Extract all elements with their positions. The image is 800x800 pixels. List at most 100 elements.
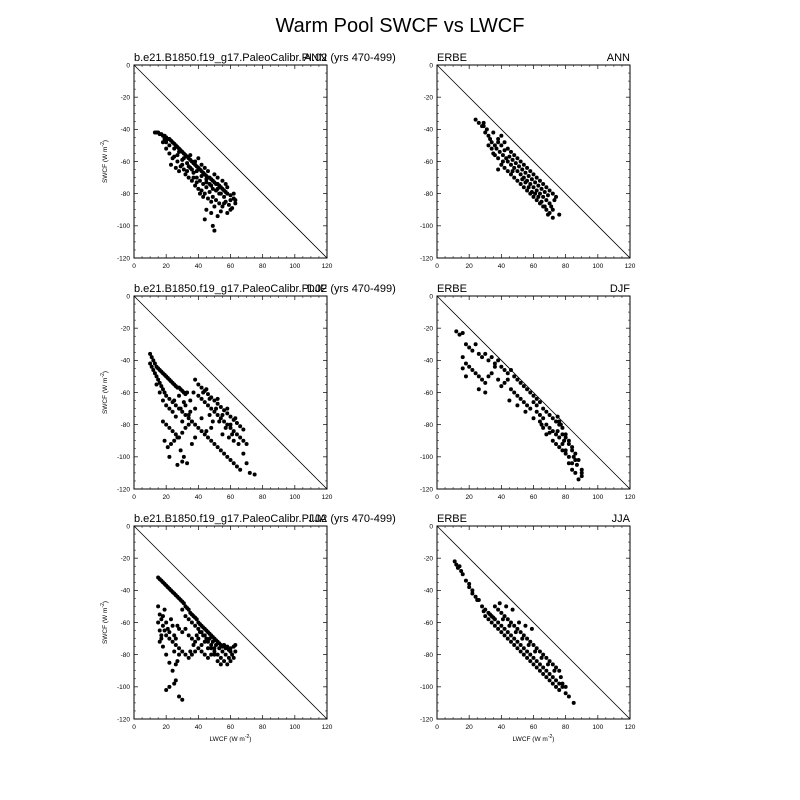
- data-point: [521, 384, 526, 389]
- data-point: [222, 194, 227, 199]
- panel-season-label: DJF: [610, 283, 630, 295]
- data-point: [526, 173, 531, 178]
- data-point: [460, 355, 465, 360]
- data-point: [199, 188, 204, 193]
- data-point: [194, 169, 199, 174]
- data-point: [476, 351, 481, 356]
- data-point: [177, 149, 182, 154]
- data-point: [534, 646, 539, 651]
- data-point: [531, 662, 536, 667]
- data-point: [170, 623, 175, 628]
- x-tick-label: 100: [289, 263, 300, 270]
- data-point: [507, 154, 512, 159]
- data-point: [204, 429, 209, 434]
- data-point: [180, 419, 185, 424]
- data-point: [231, 461, 236, 466]
- data-point: [228, 646, 233, 651]
- y-tick-label: -80: [121, 422, 131, 429]
- data-point: [193, 159, 198, 164]
- data-point: [537, 400, 542, 405]
- data-point: [480, 604, 485, 609]
- data-point: [557, 445, 562, 450]
- x-tick-label: 40: [195, 724, 203, 731]
- data-point: [566, 454, 571, 459]
- y-tick-label: -100: [420, 684, 433, 691]
- data-point: [496, 620, 501, 625]
- data-point: [579, 470, 584, 475]
- y-tick-label: -40: [424, 588, 434, 595]
- data-point: [521, 633, 526, 638]
- data-point: [550, 438, 555, 443]
- data-point: [183, 652, 188, 657]
- data-point: [226, 435, 231, 440]
- data-point: [496, 136, 501, 141]
- data-point: [160, 623, 165, 628]
- data-point: [571, 454, 576, 459]
- data-point: [212, 228, 217, 233]
- data-point: [518, 159, 523, 164]
- data-point: [212, 441, 217, 446]
- data-point: [563, 451, 568, 456]
- data-point: [222, 643, 227, 648]
- data-point: [504, 156, 509, 161]
- y-tick-label: 0: [126, 62, 130, 69]
- x-tick-label: 60: [530, 263, 538, 270]
- data-point: [573, 451, 578, 456]
- data-point: [554, 665, 559, 670]
- data-point: [467, 364, 472, 369]
- x-tick-label: 40: [195, 494, 203, 501]
- data-point: [223, 182, 228, 187]
- data-point: [463, 342, 468, 347]
- panel-2: 0 20 40 60 80 100 120 0 -20 -40 -60 -80 -100 -120 ANN E…: [420, 52, 636, 270]
- data-point: [183, 172, 188, 177]
- data-point: [531, 185, 536, 190]
- data-point: [541, 194, 546, 199]
- data-point: [521, 400, 526, 405]
- data-point: [505, 169, 510, 174]
- data-point: [531, 400, 536, 405]
- data-point: [160, 419, 165, 424]
- data-point: [505, 630, 510, 635]
- data-point: [489, 371, 494, 376]
- data-point: [521, 185, 526, 190]
- data-point: [209, 646, 214, 651]
- data-point: [152, 371, 157, 376]
- y-tick-label: -120: [420, 255, 433, 262]
- y-tick-label: -100: [117, 223, 130, 230]
- data-point: [539, 422, 544, 427]
- y-tick-label: -60: [424, 390, 434, 397]
- data-point: [505, 377, 510, 382]
- data-point: [576, 458, 581, 463]
- data-point: [557, 688, 562, 693]
- data-point: [189, 419, 194, 424]
- data-point: [523, 180, 528, 185]
- data-point: [167, 454, 172, 459]
- data-point: [180, 607, 185, 612]
- data-point: [189, 636, 194, 641]
- y-axis-label: SWCF (W m-2): [100, 601, 109, 644]
- data-point: [197, 178, 202, 183]
- data-point: [196, 156, 201, 161]
- data-point: [199, 396, 204, 401]
- data-point: [252, 472, 257, 477]
- data-point: [562, 438, 567, 443]
- data-point: [533, 180, 538, 185]
- data-point: [480, 355, 485, 360]
- data-point: [238, 424, 243, 429]
- data-point: [214, 643, 219, 648]
- data-point: [504, 604, 509, 609]
- data-point: [557, 212, 562, 217]
- panel-season-label: JJA: [309, 513, 328, 525]
- data-point: [534, 659, 539, 664]
- data-point: [159, 636, 164, 641]
- reference-line: [133, 295, 328, 490]
- data-point: [512, 374, 517, 379]
- data-point: [191, 390, 196, 395]
- data-point: [486, 617, 491, 622]
- x-tick-label: 80: [562, 494, 570, 501]
- panel-source-label: b.e21.B1850.f19_g17.PaleoCalibr.PI.02 (y…: [134, 513, 396, 525]
- data-point: [497, 601, 502, 606]
- panel-6: 0 20 40 60 80 100 120 0 -20 -40 -60 -80 -100 -120 JJA E…: [420, 513, 636, 743]
- data-point: [202, 217, 207, 222]
